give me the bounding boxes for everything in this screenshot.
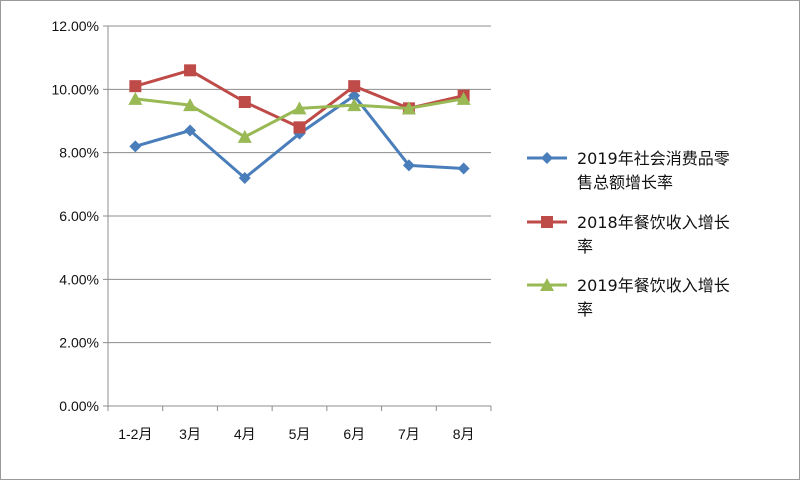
legend-label: 率 [577,300,593,319]
data-point [456,91,471,105]
data-point [540,278,554,291]
data-point [292,101,307,115]
y-tick-label: 10.00% [52,81,99,97]
data-point [184,124,197,137]
series-2 [129,64,470,134]
data-point [457,162,470,175]
data-point [541,216,553,228]
y-tick-label: 8.00% [59,145,99,161]
y-tick-label: 0.00% [59,398,99,414]
series-line [134,68,464,129]
data-point [401,101,416,115]
y-axis-ticks: 0.00% 2.00% 4.00% 6.00% 8.00% 10.00% 12.00% [52,18,108,414]
data-point [183,98,198,112]
x-tick-label: 6月 [343,426,365,442]
x-axis-ticks: 1-2月 3月 4月 5月 6月 7月 8月 [107,406,492,442]
x-tick-label: 3月 [179,426,201,442]
data-point [348,80,361,93]
x-tick-label: 4月 [234,426,256,442]
series-3 [128,91,471,143]
data-point [541,152,553,164]
x-tick-label: 1-2月 [118,426,152,442]
x-tick-label: 7月 [398,426,420,442]
y-tick-label: 2.00% [59,335,99,351]
data-point [238,172,251,184]
data-point [129,140,142,153]
data-point [184,64,197,77]
legend-label: 率 [577,237,593,256]
series-1 [129,89,470,184]
legend-label: 2019年餐饮收入增长 [577,276,730,295]
data-point [237,129,252,143]
legend: 2019年社会消费品零售总额增长率2018年餐饮收入增长率2019年餐饮收入增长… [527,149,730,319]
gridlines [108,25,491,344]
x-tick-label: 5月 [289,426,311,442]
legend-label: 售总额增长率 [577,173,673,192]
legend-label: 2019年社会消费品零 [577,149,730,168]
data-point [293,121,306,134]
data-point [128,91,143,105]
data-point [129,80,142,93]
y-tick-label: 6.00% [59,208,99,224]
y-tick-label: 12.00% [52,18,99,34]
data-point [402,159,415,172]
data-point [347,98,362,112]
legend-label: 2018年餐饮收入增长 [577,213,730,232]
series-layer [128,64,471,184]
data-point [238,96,251,108]
data-point [348,89,361,102]
y-tick-label: 4.00% [59,271,99,287]
x-tick-label: 8月 [453,426,475,442]
